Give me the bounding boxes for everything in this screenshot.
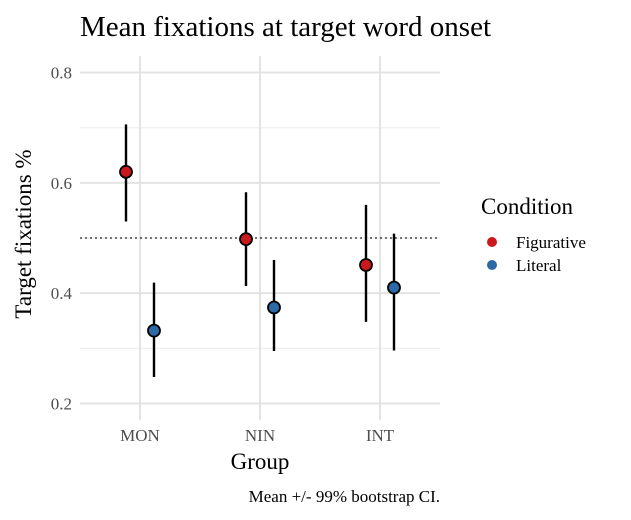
caption: Mean +/- 99% bootstrap CI. — [249, 487, 440, 506]
data-point — [239, 232, 253, 247]
x-tick-label: INT — [366, 426, 395, 445]
x-tick-label: NIN — [245, 426, 275, 445]
legend-key — [487, 237, 497, 247]
x-tick-labels: MON NIN INT — [120, 426, 395, 445]
data-point — [147, 323, 161, 338]
y-tick-label: 0.4 — [51, 284, 73, 303]
x-tick-label: MON — [120, 426, 160, 445]
legend: Condition Figurative Literal — [481, 194, 586, 275]
data-point — [267, 300, 281, 315]
y-axis-title: Target fixations % — [11, 149, 36, 318]
legend-label: Figurative — [516, 233, 586, 252]
data-point — [119, 164, 133, 179]
data-marks — [119, 124, 401, 377]
legend-label: Literal — [516, 256, 562, 275]
y-tick-label: 0.6 — [51, 174, 72, 193]
chart-title: Mean fixations at target word onset — [80, 11, 491, 43]
y-tick-label: 0.8 — [51, 64, 72, 83]
y-tick-labels: 0.2 0.4 0.6 0.8 — [51, 64, 73, 414]
legend-key — [487, 260, 497, 270]
legend-title: Condition — [481, 194, 574, 219]
data-point — [387, 280, 401, 295]
x-axis-title: Group — [231, 449, 290, 474]
data-point — [359, 258, 373, 272]
y-tick-label: 0.2 — [51, 394, 72, 413]
